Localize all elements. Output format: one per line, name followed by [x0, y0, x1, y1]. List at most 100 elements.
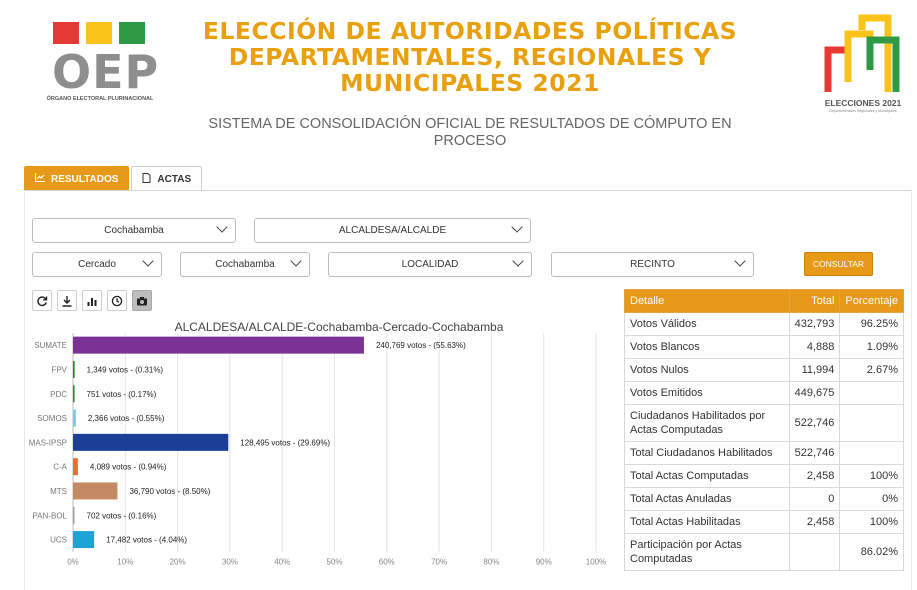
- data-label: 36,790 votos - (8.50%): [129, 487, 210, 496]
- x-tick-label: 30%: [222, 558, 238, 567]
- row-percentage: [839, 381, 904, 405]
- table-row: Ciudadanos Habilitados por Actas Computa…: [624, 404, 904, 442]
- elecciones-2021-label: ELECCIONES 2021: [824, 98, 902, 108]
- oep-logo: OEP ÓRGANO ELECTORAL PLURINACIONAL: [38, 18, 162, 108]
- row-label: Votos Emitidos: [624, 381, 790, 405]
- oep-color-squares: [53, 22, 145, 44]
- bar: [73, 409, 76, 427]
- chevron-down-icon: [290, 255, 302, 267]
- x-tick-label: 80%: [483, 558, 499, 567]
- yellow-square: [86, 22, 112, 44]
- data-label: 240,769 votos - (55.63%): [376, 341, 466, 350]
- page-title-line: ELECCIÓN DE AUTORIDADES POLÍTICAS: [202, 17, 738, 45]
- row-label: Participación por Actas Computadas: [624, 533, 790, 571]
- x-tick-label: 90%: [536, 558, 552, 567]
- line-chart-icon: [35, 173, 45, 185]
- row-label: Total Ciudadanos Habilitados: [624, 441, 790, 465]
- row-label: Total Actas Computadas: [624, 464, 790, 488]
- bar: [73, 360, 75, 378]
- chart-title: ALCALDESA/ALCALDE-Cochabamba-Cercado-Coc…: [174, 320, 504, 334]
- row-total: [788, 533, 841, 571]
- row-total: 2,458: [788, 510, 841, 534]
- x-tick-label: 70%: [431, 558, 447, 567]
- chevron-down-icon: [216, 221, 228, 233]
- row-percentage: 100%: [839, 464, 904, 488]
- table-header-row: Detalle Total Porcentaje: [624, 289, 904, 313]
- category-label: MTS: [50, 487, 67, 496]
- table-row: Votos Válidos 432,793 96.25%: [624, 312, 904, 336]
- bar: [73, 336, 364, 354]
- history-button[interactable]: [107, 290, 127, 311]
- table-row: Votos Nulos 11,994 2.67%: [624, 358, 904, 382]
- departamento-select[interactable]: Cochabamba: [32, 218, 236, 243]
- document-icon: [142, 172, 151, 186]
- row-total: 2,458: [788, 464, 841, 488]
- download-button[interactable]: [57, 290, 77, 311]
- row-label: Votos Válidos: [624, 312, 790, 336]
- row-percentage: [839, 404, 904, 442]
- snapshot-button[interactable]: [132, 290, 152, 311]
- page-title-line: MUNICIPALES 2021: [340, 69, 600, 97]
- row-label: Ciudadanos Habilitados por Actas Computa…: [624, 404, 790, 442]
- tab-actas[interactable]: ACTAS: [131, 166, 203, 191]
- bar: [73, 458, 78, 476]
- recinto-value: RECINTO: [630, 259, 675, 270]
- chevron-down-icon: [511, 221, 523, 233]
- departamento-value: Cochabamba: [104, 225, 164, 236]
- oep-logo-text: OEP: [52, 45, 160, 99]
- category-label: C-A: [53, 463, 67, 472]
- municipio-select[interactable]: Cochabamba: [180, 252, 310, 277]
- row-total: 522,746: [788, 404, 841, 442]
- row-percentage: 0%: [839, 487, 904, 511]
- results-summary-table: Detalle Total Porcentaje Votos Válidos 4…: [624, 289, 904, 571]
- chevron-down-icon: [512, 255, 524, 267]
- row-label: Votos Blancos: [624, 335, 790, 359]
- data-label: 4,089 votos - (0.94%): [90, 463, 167, 472]
- data-label: 751 votos - (0.17%): [87, 390, 157, 399]
- x-tick-label: 0%: [67, 558, 79, 567]
- table-row: Total Actas Habilitadas 2,458 100%: [624, 510, 904, 534]
- consultar-button[interactable]: CONSULTAR: [804, 252, 873, 276]
- recinto-select[interactable]: RECINTO: [551, 252, 754, 277]
- download-icon: [62, 295, 72, 307]
- bar: [73, 506, 75, 524]
- x-tick-label: 60%: [379, 558, 395, 567]
- category-label: PDC: [50, 390, 67, 399]
- provincia-value: Cercado: [78, 259, 116, 270]
- row-total: 432,793: [788, 312, 841, 336]
- data-label: 128,495 votos - (29.69%): [240, 438, 330, 447]
- provincia-select[interactable]: Cercado: [32, 252, 162, 277]
- tab-actas-label: ACTAS: [157, 173, 192, 185]
- row-label: Total Actas Anuladas: [624, 487, 790, 511]
- row-percentage: 86.02%: [839, 533, 904, 571]
- data-label: 702 votos - (0.16%): [87, 511, 157, 520]
- column-header: Detalle: [624, 289, 790, 313]
- table-row: Participación por Actas Computadas 86.02…: [624, 533, 904, 571]
- page-title: ELECCIÓN DE AUTORIDADES POLÍTICAS DEPART…: [170, 18, 770, 96]
- data-label: 1,349 votos - (0.31%): [87, 365, 164, 374]
- localidad-select[interactable]: LOCALIDAD: [328, 252, 532, 277]
- row-total: 449,675: [788, 381, 841, 405]
- row-label: Votos Nulos: [624, 358, 790, 382]
- chevron-down-icon: [734, 255, 746, 267]
- category-label: FPV: [51, 365, 67, 374]
- row-label: Total Actas Habilitadas: [624, 510, 790, 534]
- bar-chart-button[interactable]: [82, 290, 102, 311]
- tab-resultados[interactable]: RESULTADOS: [24, 166, 130, 191]
- x-tick-label: 100%: [586, 558, 606, 567]
- cargo-select[interactable]: ALCALDESA/ALCALDE: [254, 218, 531, 243]
- table-row: Total Ciudadanos Habilitados 522,746: [624, 441, 904, 465]
- page-subtitle: SISTEMA DE CONSOLIDACIÓN OFICIAL DE RESU…: [180, 116, 760, 150]
- category-label: SUMATE: [34, 341, 67, 350]
- camera-icon: [137, 296, 147, 305]
- row-total: 0: [788, 487, 841, 511]
- elecciones-2021-tagline: Departamentales Regionales y Municipales: [829, 109, 897, 113]
- x-tick-label: 20%: [170, 558, 186, 567]
- page-subtitle-line: PROCESO: [433, 133, 507, 149]
- bar-chart-icon: [87, 297, 97, 306]
- table-row: Total Actas Computadas 2,458 100%: [624, 464, 904, 488]
- row-total: 11,994: [788, 358, 841, 382]
- chart-toolbar: [32, 290, 152, 311]
- x-tick-label: 50%: [326, 558, 342, 567]
- refresh-button[interactable]: [32, 290, 52, 311]
